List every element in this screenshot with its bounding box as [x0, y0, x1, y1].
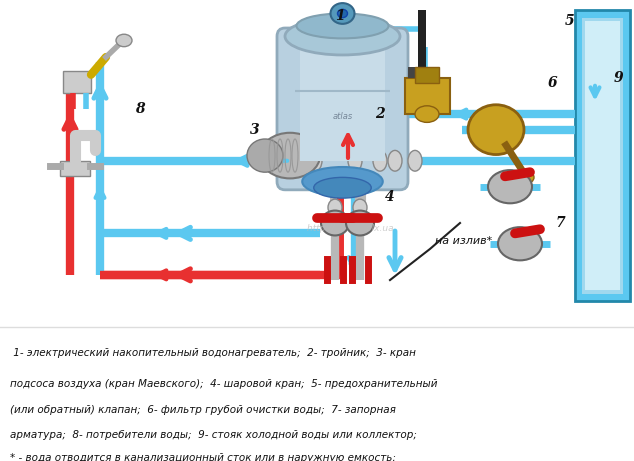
Ellipse shape: [353, 127, 367, 143]
Ellipse shape: [330, 3, 354, 24]
Bar: [582, 18, 623, 294]
Text: atlas: atlas: [332, 112, 353, 121]
Ellipse shape: [488, 170, 532, 203]
Text: на излив*: на излив*: [435, 236, 492, 246]
Ellipse shape: [348, 150, 362, 171]
Ellipse shape: [314, 177, 372, 198]
Ellipse shape: [247, 139, 283, 172]
Text: арматура;  8- потребители воды;  9- стояк холодной воды или коллектор;: арматура; 8- потребители воды; 9- стояк …: [10, 430, 417, 440]
Ellipse shape: [308, 150, 322, 171]
Bar: [415, 67, 439, 83]
Ellipse shape: [388, 150, 402, 171]
Bar: [405, 78, 450, 114]
Bar: [418, 11, 426, 93]
Ellipse shape: [353, 178, 367, 195]
Ellipse shape: [328, 178, 342, 195]
Ellipse shape: [498, 227, 542, 260]
Ellipse shape: [328, 142, 342, 159]
Text: 9: 9: [613, 71, 623, 85]
Text: 1- электрический накопительный водонагреватель;  2- тройник;  3- кран: 1- электрический накопительный водонагре…: [10, 349, 416, 358]
Ellipse shape: [288, 150, 302, 171]
Ellipse shape: [297, 13, 389, 38]
Ellipse shape: [346, 211, 374, 236]
Bar: [300, 47, 385, 161]
Ellipse shape: [468, 105, 524, 154]
Bar: [585, 21, 620, 290]
Text: подсоса воздуха (кран Маевского);  4- шаровой кран;  5- предохранительный: подсоса воздуха (кран Маевского); 4- шар…: [10, 379, 437, 389]
Text: (или обратный) клапан;  6- фильтр грубой очистки воды;  7- запорная: (или обратный) клапан; 6- фильтр грубой …: [10, 405, 396, 414]
Ellipse shape: [116, 34, 132, 47]
Ellipse shape: [285, 18, 400, 55]
Bar: [63, 71, 91, 93]
Text: * - вода отводится в канализационный сток или в наружную емкость;: * - вода отводится в канализационный сто…: [10, 453, 396, 461]
Ellipse shape: [337, 9, 347, 18]
Ellipse shape: [328, 127, 342, 143]
Ellipse shape: [260, 133, 320, 178]
Text: 2: 2: [375, 107, 385, 121]
Bar: [408, 67, 436, 78]
Text: 7: 7: [555, 216, 565, 230]
Text: 3: 3: [250, 123, 260, 136]
Ellipse shape: [328, 199, 342, 216]
Ellipse shape: [518, 171, 534, 183]
Ellipse shape: [373, 150, 387, 171]
FancyBboxPatch shape: [277, 28, 408, 190]
Text: http://          .olx.ua: http:// .olx.ua: [307, 224, 393, 233]
Text: 4: 4: [385, 190, 395, 204]
Ellipse shape: [415, 106, 439, 123]
Ellipse shape: [408, 150, 422, 171]
Ellipse shape: [353, 199, 367, 216]
Bar: [60, 161, 90, 177]
Text: 6: 6: [547, 76, 557, 90]
Bar: [575, 11, 630, 301]
Text: 8: 8: [135, 102, 145, 116]
Text: 1: 1: [335, 9, 345, 23]
Ellipse shape: [302, 167, 383, 196]
Ellipse shape: [353, 142, 367, 159]
Ellipse shape: [321, 211, 349, 236]
Text: 5: 5: [565, 14, 575, 28]
